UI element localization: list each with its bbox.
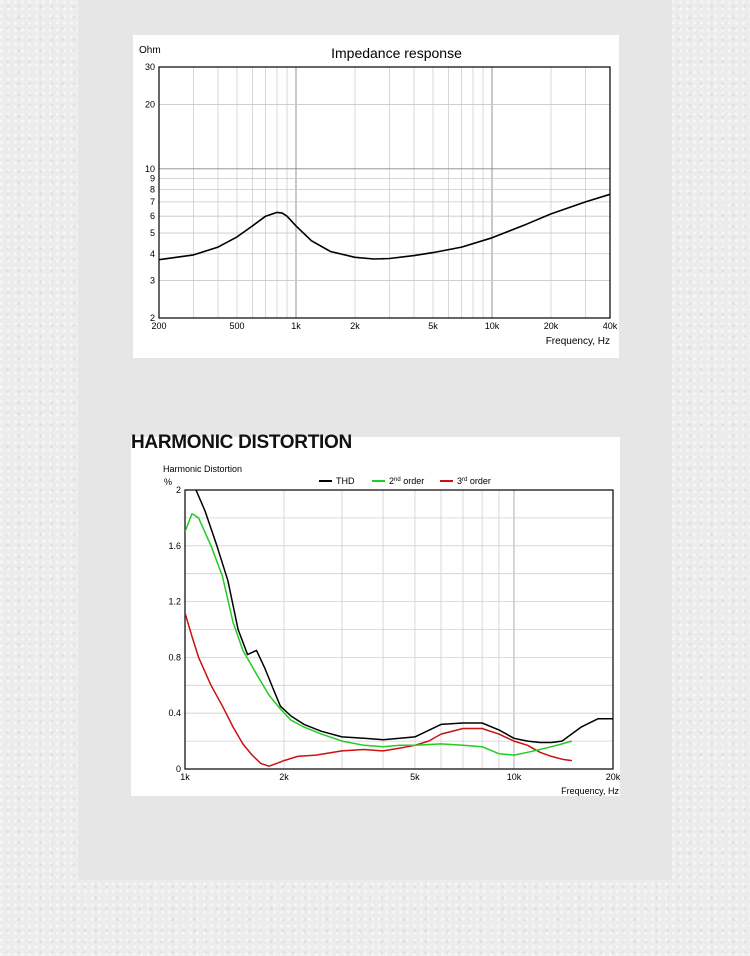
legend-text: 2 [389,476,394,486]
y-axis-label: % [164,477,172,487]
plot-frame [158,66,611,319]
x-tick-label: 200 [151,321,166,331]
legend-entry: 2nd order [389,476,424,486]
y-tick-label: 20 [145,100,155,110]
x-axis-label: Frequency, Hz [546,336,610,347]
x-tick-label: 40k [603,321,618,331]
legend-text: order [467,476,491,486]
impedance-line [158,193,611,261]
legend-text: THD [336,476,355,486]
y-tick-label: 0 [176,764,181,774]
y-tick-label: 3 [150,275,155,285]
x-tick-label: 2k [279,772,289,782]
y-tick-label: 10 [145,164,155,174]
section-heading: HARMONIC DISTORTION [131,432,352,453]
x-tick-label: 10k [507,772,522,782]
series-line [185,512,573,756]
legend-text: 3 [457,476,462,486]
plot-frame [184,489,614,770]
y-tick-label: 9 [150,174,155,184]
x-tick-label: 5k [428,321,438,331]
x-tick-label: 500 [229,321,244,331]
x-tick-label: 1k [180,772,190,782]
legend-text: order [401,476,425,486]
legend-entry: THD [336,476,355,486]
series-line [195,489,613,744]
impedance-chart-card: 2 3 4 5 6 7 8 9 10 20 30 200 500 1k 2k 5k 10k 20k 40k Imped… [133,35,619,358]
y-tick-label: 30 [145,62,155,72]
y-tick-label: 4 [150,249,155,259]
y-tick-label: 6 [150,211,155,221]
x-tick-label: 1k [291,321,301,331]
y-tick-label: 1.6 [168,541,181,551]
y-tick-label: 1.2 [168,597,181,607]
chart-title: Harmonic Distortion [163,464,242,474]
distortion-chart-card: 0 0.4 0.8 1.2 1.6 2 1k 2k 5k 10k 20k Harmonic Disto… [131,437,620,796]
x-axis-label: Frequency, Hz [561,786,619,796]
chart-title: Impedance response [331,45,462,61]
x-tick-label: 2k [350,321,360,331]
x-tick-label: 20k [544,321,559,331]
y-tick-label: 5 [150,228,155,238]
y-tick-label: 8 [150,185,155,195]
legend-entry: 3rd order [457,476,491,486]
distortion-chart: 0 0.4 0.8 1.2 1.6 2 1k 2k 5k 10k 20k Harmonic Disto… [163,464,620,796]
x-tick-label: 20k [606,772,620,782]
y-tick-label: 0.8 [168,652,181,662]
series-line [185,612,573,767]
y-tick-label: 0.4 [168,708,181,718]
y-tick-label: 7 [150,197,155,207]
x-tick-label: 10k [485,321,500,331]
legend-superscript: rd [462,477,467,483]
x-tick-label: 5k [410,772,420,782]
y-axis-label: Ohm [139,45,161,56]
y-tick-label: 2 [176,485,181,495]
legend-superscript: nd [394,477,401,483]
y-tick-label: 2 [150,313,155,323]
